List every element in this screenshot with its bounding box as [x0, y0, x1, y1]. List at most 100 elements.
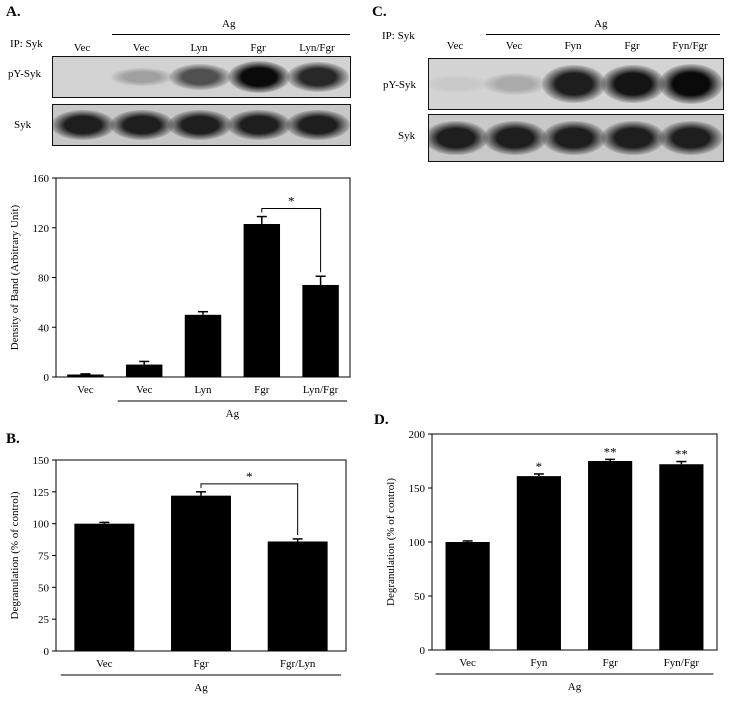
chartD-category-label-0: Vec [459, 657, 476, 669]
panelA-pY_intensity-band-1 [111, 67, 173, 87]
chartA-bar-1 [125, 364, 163, 377]
chartD-category-label-2: Fgr [602, 657, 618, 669]
panel-c-ag-line [486, 34, 720, 35]
chartD-ytick-label-4: 200 [409, 429, 426, 441]
chartB-bar-0 [74, 523, 135, 651]
chartA-bar-2 [184, 314, 222, 377]
panel-a-ag-line [112, 34, 350, 35]
chartB-category-label-1: Fgr [193, 658, 209, 670]
panel-a-syk-label: Syk [14, 119, 32, 131]
panel-a-syk-blot [52, 104, 351, 146]
panelC-pY_intensity-band-0 [429, 74, 488, 94]
panelC-syk_intensity-band-1 [483, 120, 547, 156]
chartB-ytick-label-1: 25 [38, 614, 50, 626]
panelA-lane-label-0: Vec [73, 42, 91, 54]
chartD-category-label-3: Fyn/Fgr [664, 657, 700, 669]
panelC-syk_intensity-band-2 [542, 120, 606, 156]
panelC-lane-label-3: Fgr [624, 40, 640, 52]
chartA-category-label-1: Vec [136, 384, 153, 396]
panelA-lane-label-1: Vec [132, 42, 150, 54]
chartA-bar-4 [302, 284, 339, 377]
chartD-sig-mark-3: ** [675, 447, 688, 462]
panelA-lane-label-3: Fgr [250, 42, 266, 54]
panel-c-ag-label: Ag [594, 18, 608, 30]
panelC-lane-label-0: Vec [446, 40, 464, 52]
panel-a-py-syk-blot [52, 56, 351, 98]
panelA-syk_intensity-band-1 [110, 109, 174, 141]
panel-c-label: C. [372, 4, 387, 20]
chartD-ytick-label-3: 150 [409, 483, 426, 495]
panelA-syk_intensity-band-3 [227, 109, 291, 141]
chartD-bar-2 [588, 461, 633, 650]
chartD-ylabel: Degranulation (% of control) [385, 478, 397, 606]
chartB-bar-2 [267, 541, 328, 651]
chartB-ytick-label-5: 125 [33, 487, 50, 499]
panelA-syk_intensity-band-4 [286, 109, 350, 141]
chartB-category-label-2: Fgr/Lyn [280, 658, 316, 670]
chartA-ytick-label-2: 80 [38, 273, 50, 285]
panelC-lane-label-4: Fyn/Fgr [672, 40, 708, 52]
panel-c-py-syk-label: pY-Syk [383, 79, 417, 91]
chartB-ytick-label-0: 0 [44, 646, 50, 658]
chart-d: 0 50 100 150 200 Degranulation (% of control)… [385, 429, 718, 693]
panelC-syk_intensity-band-0 [429, 120, 488, 156]
chartB-ytick-label-3: 75 [38, 551, 50, 563]
panelC-syk_intensity-band-4 [659, 120, 723, 156]
chartA-category-label-3: Fgr [254, 384, 270, 396]
panelA-pY_intensity-band-4 [287, 62, 349, 92]
chartD-ytick-label-1: 50 [414, 591, 426, 603]
chartB-ytick-label-2: 50 [38, 582, 50, 594]
chartD-ytick-label-0: 0 [420, 645, 426, 657]
chartA-ytick-label-4: 160 [33, 173, 50, 185]
panel-c-syk-blot [428, 114, 724, 162]
chartB-category-label-0: Vec [96, 658, 113, 670]
chartA-category-label-0: Vec [77, 384, 94, 396]
chartD-group-label: Ag [568, 681, 582, 693]
panel-b-label: B. [6, 431, 20, 447]
chartA-group-label: Ag [226, 408, 240, 420]
panel-c-ip-label: IP: Syk [382, 30, 415, 42]
chartD-bar-1 [516, 476, 561, 650]
panelA-pY_intensity-band-3 [228, 61, 290, 93]
panel-d-label: D. [374, 412, 389, 428]
panelA-syk_intensity-band-2 [168, 109, 232, 141]
panel-a-label: A. [6, 4, 21, 20]
chartB-ytick-label-4: 100 [33, 519, 50, 531]
chartA-sig-bracket-0 [261, 208, 322, 273]
panelA-pY_intensity-band-2 [169, 64, 231, 90]
panelC-syk_intensity-band-3 [601, 120, 665, 156]
chartD-category-label-1: Fyn [530, 657, 548, 669]
chartA-bar-0 [67, 374, 104, 377]
panelA-lane-label-4: Lyn/Fgr [299, 42, 335, 54]
panel-a-ip-label: IP: Syk [10, 38, 43, 50]
chartA-ytick-label-3: 120 [33, 223, 50, 235]
panelC-pY_intensity-band-3 [601, 64, 665, 104]
panelC-lane-label-2: Fyn [564, 40, 582, 52]
panelC-pY_intensity-band-4 [659, 64, 723, 104]
chartB-sig-bracket-0 [200, 483, 299, 535]
chartB-bar-1 [171, 495, 231, 651]
panel-a-py-syk-label: pY-Syk [8, 68, 42, 80]
chartB-sig-label-0: * [246, 469, 253, 484]
chartA-ytick-label-1: 40 [38, 322, 50, 334]
chartB-ylabel: Degranulation (% of control) [9, 491, 21, 619]
chartA-category-label-4: Lyn/Fgr [303, 384, 339, 396]
chartA-category-label-2: Lyn [194, 384, 212, 396]
chartD-sig-mark-2: ** [604, 444, 617, 459]
chartB-group-label: Ag [194, 682, 208, 694]
panelC-pY_intensity-band-2 [542, 65, 606, 103]
chartD-sig-mark-1: * [536, 459, 543, 474]
panel-a-ag-label: Ag [222, 18, 236, 30]
chartA-bar-3 [243, 224, 281, 377]
chartA-ylabel: Density of Band (Arbitrary Unit) [9, 204, 21, 350]
panel-c-syk-label: Syk [398, 130, 416, 142]
chart-a: 0 40 80 120 160 Density of Band (Arbitrary Un… [9, 173, 351, 420]
chartD-ytick-label-2: 100 [409, 537, 426, 549]
panelC-pY_intensity-band-1 [483, 73, 547, 95]
chartA-sig-label-0: * [288, 194, 295, 209]
panel-c-py-syk-blot [428, 58, 724, 110]
panelA-syk_intensity-band-0 [53, 109, 115, 141]
chartB-ytick-label-6: 150 [33, 455, 50, 467]
chart-b: 0 25 50 75 100 125 150 Degranulation (% of cont… [9, 455, 347, 694]
